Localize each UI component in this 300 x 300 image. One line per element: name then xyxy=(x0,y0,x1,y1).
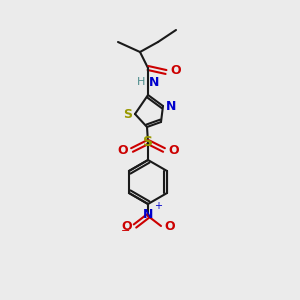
Text: O: O xyxy=(122,220,132,232)
Text: N: N xyxy=(166,100,176,112)
Text: N: N xyxy=(149,76,159,88)
Text: O: O xyxy=(168,143,178,157)
Text: O: O xyxy=(117,143,128,157)
Text: −: − xyxy=(121,226,131,236)
Text: +: + xyxy=(154,201,162,211)
Text: O: O xyxy=(170,64,181,77)
Text: N: N xyxy=(143,208,153,221)
Text: H: H xyxy=(136,77,145,87)
Text: S: S xyxy=(143,135,153,149)
Text: O: O xyxy=(164,220,175,232)
Text: S: S xyxy=(123,107,132,121)
